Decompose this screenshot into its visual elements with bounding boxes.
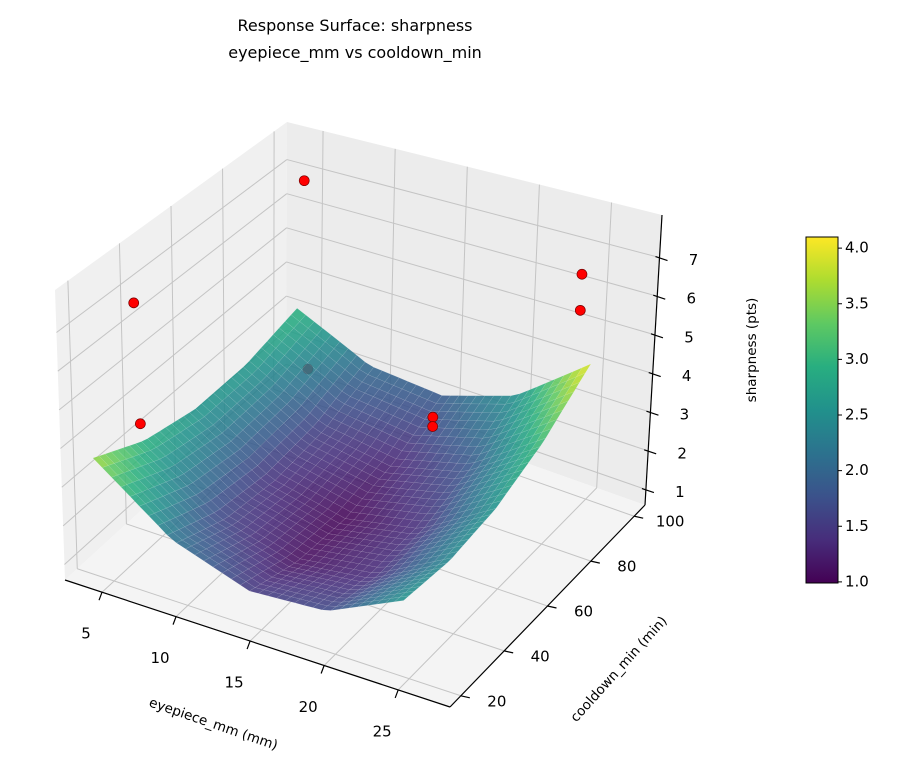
scatter-point [428,412,438,422]
x-tick-label: 20 [299,698,318,716]
x-axis-label: eyepiece_mm (mm) [147,695,280,754]
chart-title-line-1: Response Surface: sharpness [237,16,472,35]
y-tick [461,696,470,698]
y-tick-label: 40 [531,647,550,665]
z-tick-label: 2 [677,444,687,462]
y-tick-label: 100 [656,513,685,531]
z-tick-label: 1 [675,483,685,501]
scatter-point [428,422,438,432]
x-tick-label: 15 [225,674,244,692]
x-tick-label: 25 [373,722,392,740]
y-tick [548,606,557,608]
x-tick [247,641,250,649]
x-tick [395,690,398,698]
x-tick-label: 10 [151,649,170,667]
colorbar-tick-label: 4.0 [845,239,869,257]
scatter-point [577,269,587,279]
y-tick [634,516,643,518]
colorbar-tick-label: 2.5 [845,406,869,424]
colorbar-tick-label: 3.5 [845,294,869,312]
x-tick-label: 5 [81,625,91,643]
colorbar-gradient [806,237,838,583]
x-tick [173,617,176,625]
chart-title-line-2: eyepiece_mm vs cooldown_min [228,43,482,63]
z-tick-label: 6 [686,290,696,308]
z-tick-label: 5 [684,328,694,346]
x-tick [321,665,324,673]
z-tick-label: 4 [682,367,692,385]
z-axis-label: sharpness (pts) [744,298,760,403]
y-tick [504,651,513,653]
y-tick [591,561,600,563]
colorbar-tick-label: 3.0 [845,350,869,368]
y-tick-label: 20 [487,692,506,710]
scatter-point [575,305,585,315]
scatter-point [135,419,145,429]
y-axis-label: cooldown_min (min) [567,613,670,725]
x-tick [99,592,102,600]
colorbar-tick-label: 1.5 [845,517,869,535]
z-tick-label: 3 [680,406,690,424]
scatter-point [299,176,309,186]
colorbar-tick-label: 2.0 [845,461,869,479]
colorbar-tick-label: 1.0 [845,572,869,590]
z-tick-label: 7 [689,251,699,269]
y-tick-label: 60 [574,603,593,621]
colorbar: 1.0 1.5 2.0 2.5 3.0 3.5 4.0 [806,237,869,590]
y-tick-label: 80 [617,558,636,576]
scatter-point [129,298,139,308]
